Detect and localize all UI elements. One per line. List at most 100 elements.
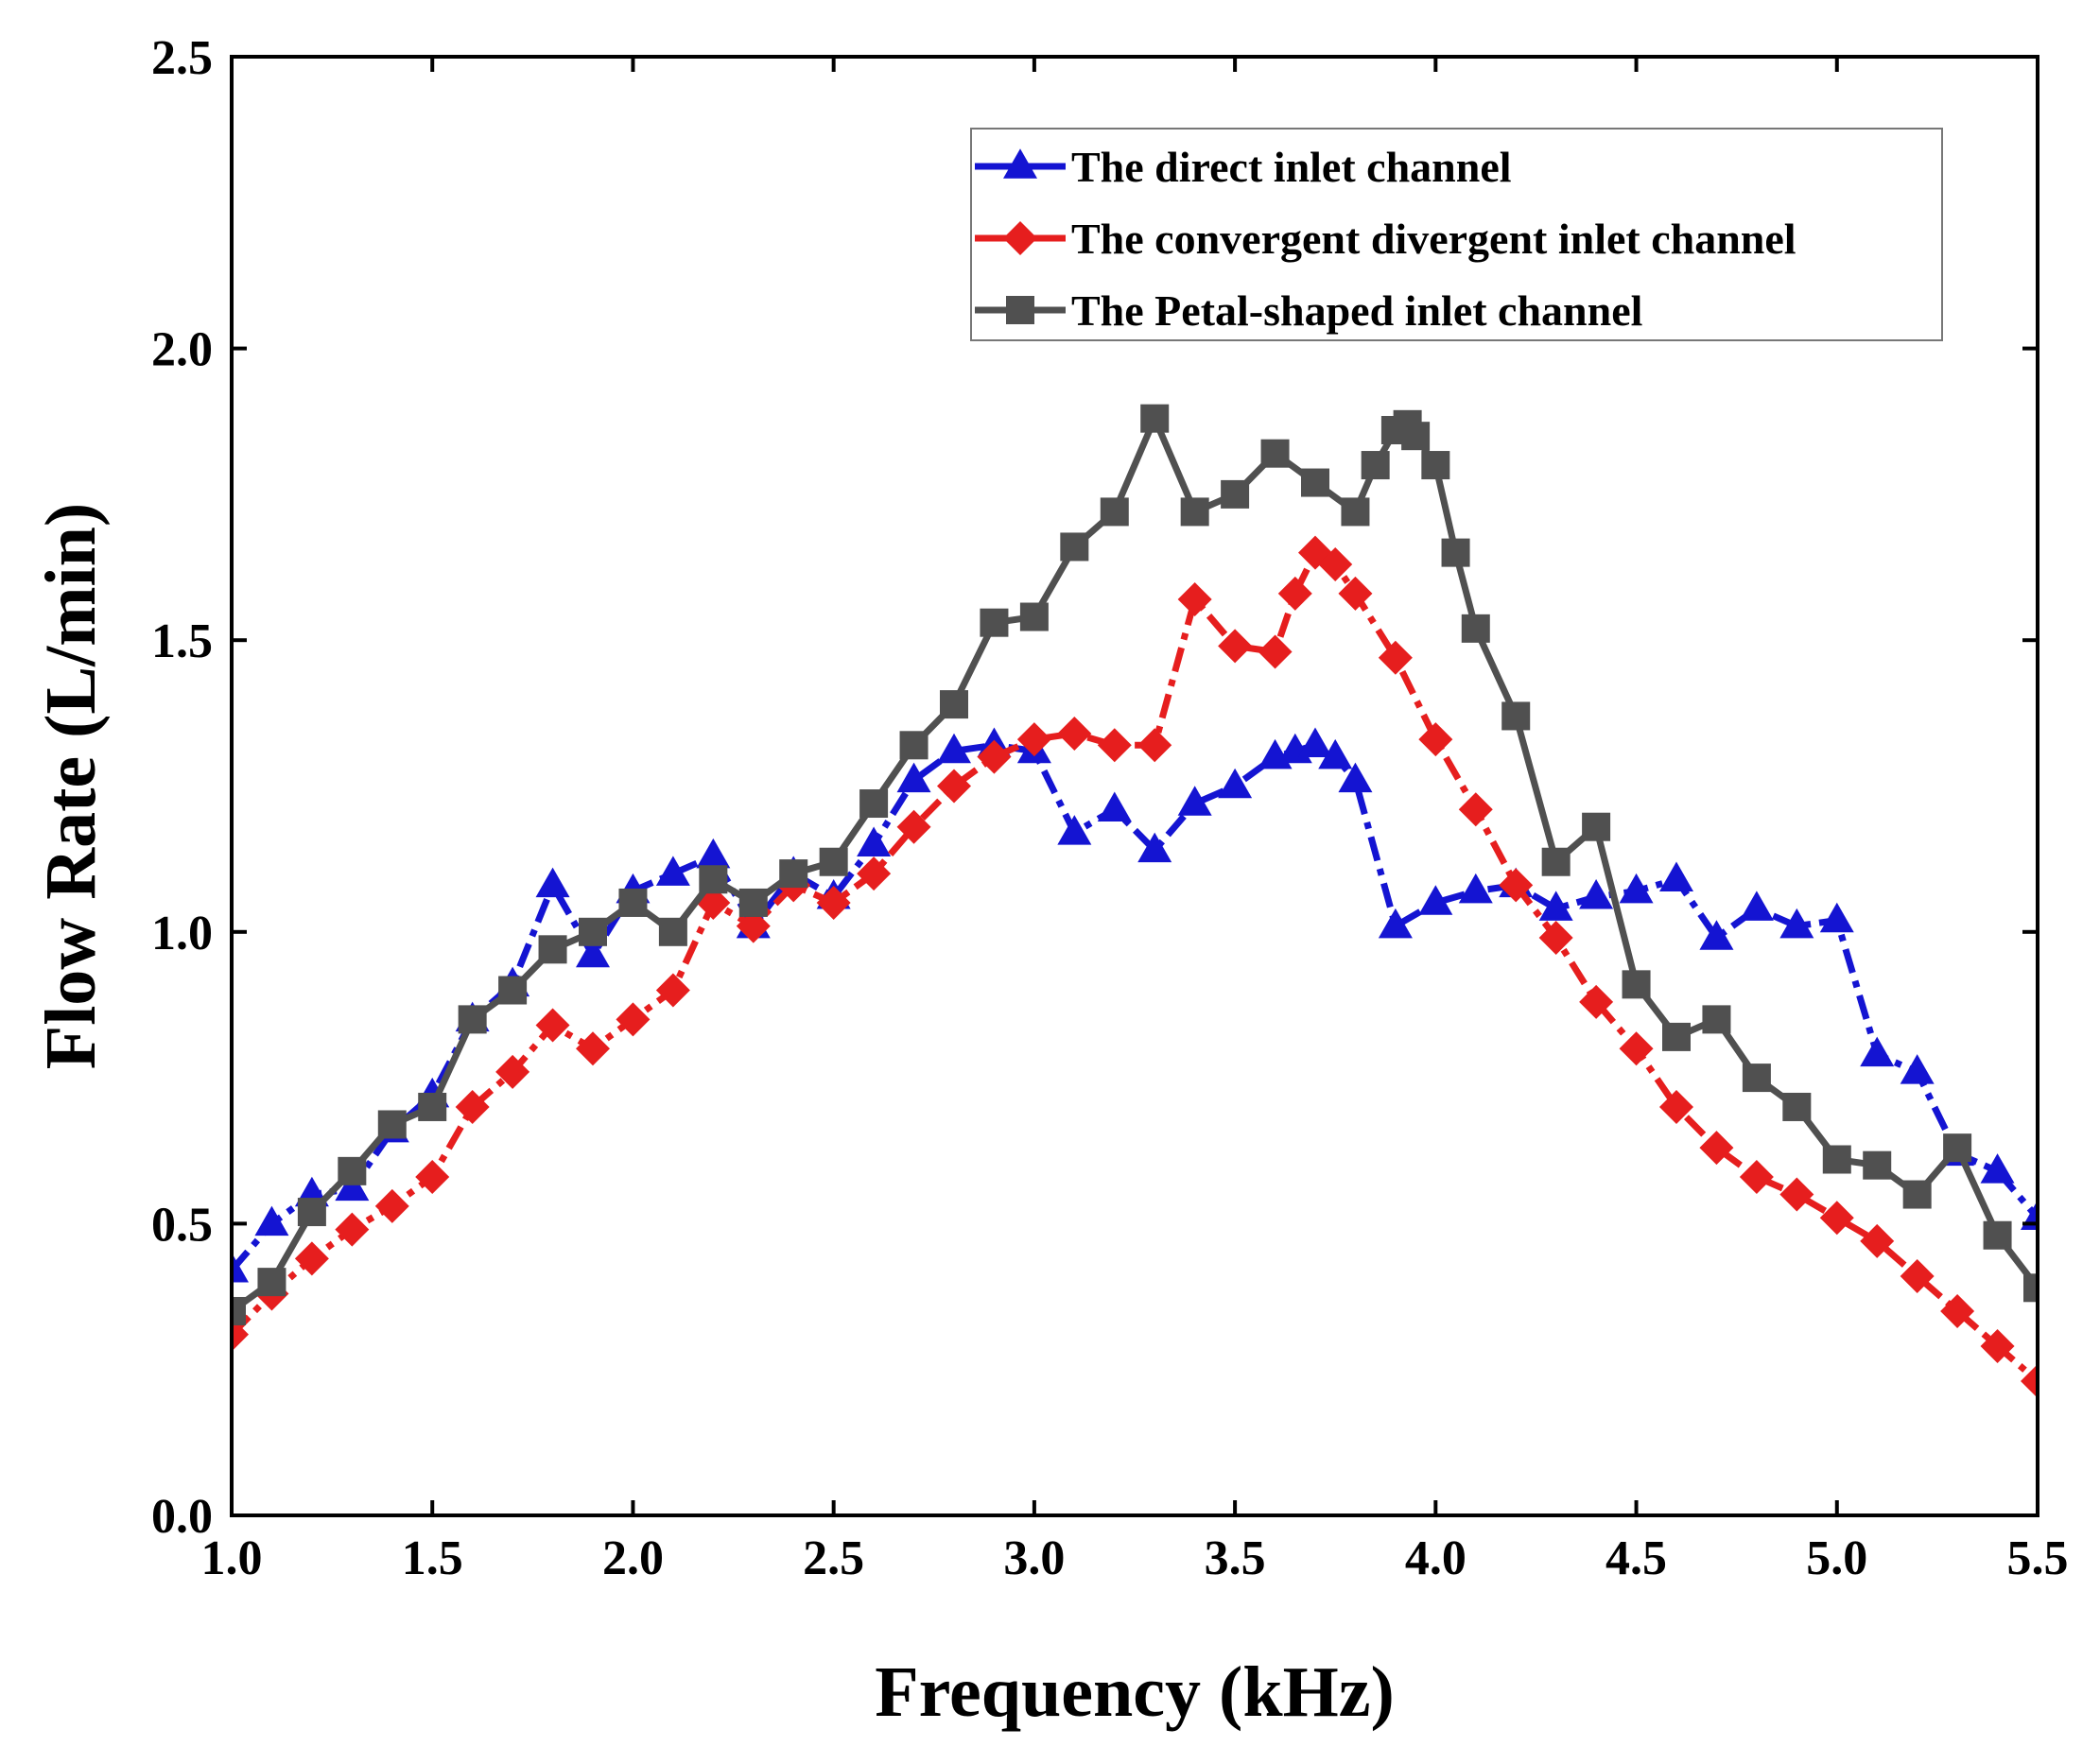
data-point	[655, 856, 690, 886]
data-point	[1983, 1220, 2012, 1250]
data-point	[1401, 422, 1431, 451]
data-point	[1622, 970, 1651, 999]
data-point	[1097, 791, 1132, 821]
data-point	[1301, 468, 1329, 497]
data-point	[1900, 1258, 1935, 1293]
legend-marker	[1003, 221, 1037, 255]
data-point	[1702, 1005, 1731, 1034]
data-point	[1860, 1223, 1895, 1258]
data-point	[1378, 908, 1413, 939]
data-point	[1662, 1022, 1691, 1051]
x-tick-label: 3.5	[1205, 1531, 1266, 1585]
data-point	[1458, 873, 1493, 904]
series-layer	[232, 404, 2038, 1399]
data-point	[1739, 891, 1774, 921]
data-point	[1819, 902, 1854, 933]
data-point	[1318, 546, 1353, 581]
data-point	[1980, 1153, 2015, 1184]
data-point	[1057, 815, 1092, 845]
x-tick-label: 1.0	[201, 1531, 263, 1585]
data-point	[1582, 812, 1611, 841]
legend-label: The convergent divergent inlet channel	[1071, 215, 1796, 263]
data-point	[1538, 920, 1573, 955]
data-point	[1338, 762, 1373, 793]
data-point	[1458, 792, 1493, 827]
series-3	[232, 404, 2038, 1325]
data-point	[816, 885, 851, 920]
legend-label: The direct inlet channel	[1071, 143, 1512, 191]
data-point	[1016, 722, 1051, 757]
data-point	[1863, 1150, 1892, 1180]
data-point	[1822, 1145, 1851, 1174]
legend-item: The convergent divergent inlet channel	[975, 215, 1796, 263]
data-point	[779, 859, 808, 889]
data-point	[1097, 728, 1132, 763]
data-point	[738, 888, 768, 917]
data-point	[1579, 984, 1614, 1019]
data-point	[937, 733, 971, 764]
data-point	[1541, 847, 1571, 876]
series-2	[232, 535, 2038, 1399]
data-point	[1779, 908, 1814, 939]
data-point	[1579, 879, 1614, 909]
y-tick-label: 0.5	[151, 1198, 213, 1252]
data-point	[977, 739, 1012, 774]
data-point	[1418, 885, 1453, 915]
data-point	[1258, 634, 1293, 669]
data-point	[857, 856, 892, 891]
data-point	[1699, 1131, 1734, 1166]
data-point	[1298, 727, 1332, 758]
data-point	[576, 1031, 610, 1066]
data-point	[1318, 738, 1353, 770]
data-point	[1782, 1092, 1812, 1121]
legend-item: The Petal-shaped inlet channel	[975, 286, 1642, 335]
data-point	[940, 690, 968, 719]
data-point	[899, 731, 929, 760]
data-point	[1499, 868, 1534, 903]
data-point	[335, 1170, 370, 1202]
data-point	[1980, 1329, 2015, 1364]
data-point	[576, 937, 610, 968]
data-point	[1137, 728, 1172, 763]
data-point	[1860, 1036, 1895, 1067]
data-point	[377, 1110, 407, 1139]
data-point	[699, 865, 728, 894]
data-point	[1659, 1089, 1693, 1124]
data-point	[1699, 920, 1734, 950]
data-point	[257, 1268, 286, 1297]
data-point	[415, 1160, 450, 1195]
data-point	[1619, 873, 1654, 904]
data-point	[1140, 404, 1170, 433]
x-tick-label: 4.0	[1405, 1531, 1467, 1585]
data-point	[1057, 716, 1092, 751]
data-point	[232, 1317, 249, 1352]
x-tick-label: 1.5	[402, 1531, 463, 1585]
data-point	[1260, 439, 1290, 468]
data-point	[1180, 497, 1209, 527]
y-tick-label: 2.5	[151, 31, 213, 85]
legend-label: The Petal-shaped inlet channel	[1071, 286, 1642, 335]
data-point	[857, 826, 892, 856]
data-point	[1501, 701, 1531, 731]
data-point	[980, 608, 1009, 637]
data-point	[1739, 1160, 1774, 1195]
data-point	[1742, 1064, 1771, 1093]
legend-marker	[1003, 148, 1037, 179]
data-point	[1900, 1054, 1935, 1084]
plot-frame	[230, 55, 2039, 1517]
data-point	[455, 1089, 490, 1124]
data-point	[1221, 479, 1250, 509]
data-point	[1943, 1133, 1972, 1163]
data-point	[495, 1054, 530, 1089]
data-point	[254, 1205, 289, 1237]
data-point	[658, 917, 687, 946]
x-tick-label: 5.0	[1806, 1531, 1867, 1585]
data-point	[1461, 614, 1490, 643]
data-point	[937, 769, 971, 804]
data-point	[1378, 640, 1413, 675]
data-point	[696, 838, 731, 869]
data-point	[1177, 786, 1212, 816]
y-tick-label: 1.5	[151, 614, 213, 668]
y-axis-title: Flow Rate (L/min)	[31, 503, 111, 1069]
